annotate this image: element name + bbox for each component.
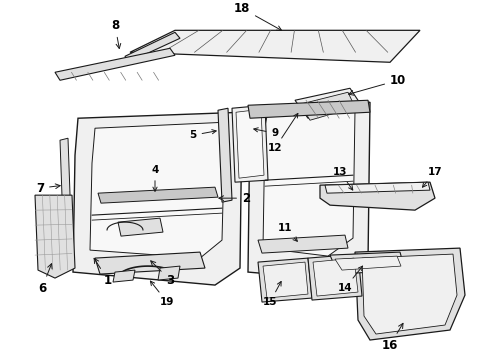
Text: 16: 16 [382,323,403,351]
Polygon shape [118,218,163,236]
Text: 19: 19 [150,281,174,307]
Polygon shape [90,122,225,258]
Polygon shape [263,110,355,256]
Polygon shape [263,262,308,298]
Polygon shape [295,88,360,118]
Polygon shape [308,254,362,300]
Polygon shape [258,258,312,302]
Polygon shape [236,109,264,178]
Text: 2: 2 [219,192,250,204]
Polygon shape [320,182,435,210]
Polygon shape [35,195,75,278]
Polygon shape [248,102,370,280]
Text: 13: 13 [333,167,353,190]
Text: 6: 6 [38,264,52,294]
Text: 10: 10 [349,74,406,95]
Text: 4: 4 [151,165,159,191]
Polygon shape [60,138,72,252]
Polygon shape [258,235,348,253]
Polygon shape [55,48,175,80]
Polygon shape [325,182,430,193]
Text: 11: 11 [278,223,297,241]
Text: 7: 7 [36,182,60,195]
Text: 14: 14 [338,266,363,293]
Polygon shape [218,108,232,202]
Text: 17: 17 [422,167,442,187]
Polygon shape [113,270,135,282]
Polygon shape [300,92,355,120]
Polygon shape [335,256,401,270]
Polygon shape [355,248,465,340]
Text: 18: 18 [234,2,282,31]
Polygon shape [158,266,180,280]
Polygon shape [95,252,205,274]
Text: 9: 9 [254,128,278,138]
Polygon shape [98,187,218,203]
Text: 3: 3 [151,261,174,287]
Text: 15: 15 [263,282,281,307]
Polygon shape [313,258,358,296]
Text: 12: 12 [268,113,298,153]
Polygon shape [362,254,457,334]
Polygon shape [125,32,180,62]
Polygon shape [232,105,268,182]
Polygon shape [130,30,420,62]
Polygon shape [330,252,405,274]
Polygon shape [248,100,370,118]
Text: 1: 1 [94,258,112,287]
Polygon shape [73,112,242,285]
Text: 5: 5 [189,130,216,140]
Text: 8: 8 [111,19,121,49]
